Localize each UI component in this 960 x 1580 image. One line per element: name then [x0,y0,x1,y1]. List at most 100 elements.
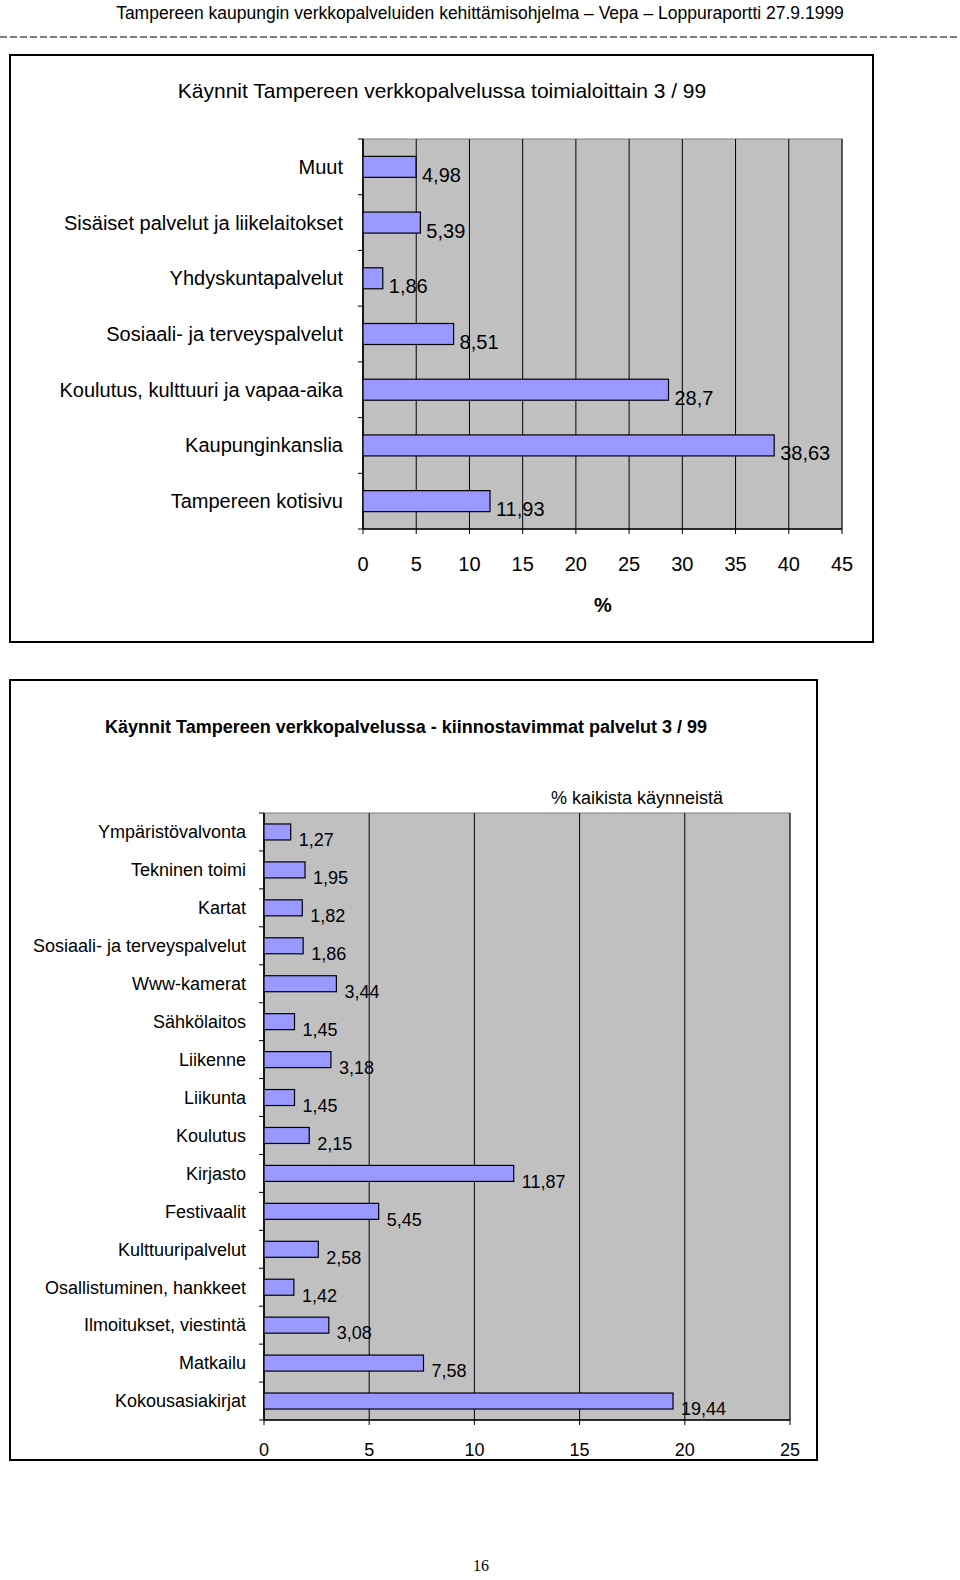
category-label: Tekninen toimi [131,860,246,880]
data-label: 3,18 [339,1058,374,1078]
data-label: 1,45 [303,1020,338,1040]
category-label: Osallistuminen, hankkeet [45,1278,246,1298]
bars [264,824,673,1409]
tick-label: 0 [357,553,368,575]
category-tick [358,194,363,195]
category-tick [259,1192,264,1193]
category-tick [358,361,363,362]
data-label: 5,45 [387,1210,422,1230]
category-label: Sosiaali- ja terveyspalvelut [106,323,343,345]
data-label: 1,45 [303,1096,338,1116]
data-label: 3,44 [344,982,379,1002]
category-label: Liikenne [179,1050,246,1070]
data-label: 1,82 [310,906,345,926]
x-axis-line [363,528,842,530]
category-label: Muut [299,156,344,178]
data-label: 1,95 [313,868,348,888]
tick-label: 25 [618,553,640,575]
grid-line [474,813,475,1420]
category-label: Kartat [198,898,246,918]
category-tick [259,1306,264,1307]
plot-area [264,813,790,1420]
bar [363,268,383,289]
bar [363,435,774,456]
grid-line [575,139,576,529]
bar [264,1014,295,1030]
grid-line [684,813,685,1420]
bar [264,1052,331,1068]
bars [363,156,774,511]
bar [264,824,291,840]
category-tick [259,1078,264,1079]
category-tick [259,813,264,814]
grid-line [788,139,789,529]
axis-label: % kaikista käynneistä [551,788,724,808]
data-label: 1,86 [311,944,346,964]
grid-line [790,813,791,1420]
tick-label: 15 [570,1440,590,1460]
category-tick [358,529,363,530]
category-tick [358,473,363,474]
bar [264,1241,318,1257]
tick-label: 20 [675,1440,695,1460]
grid-line [522,139,523,529]
data-label: 11,93 [496,498,545,520]
category-tick [259,1268,264,1269]
data-label: 1,42 [302,1286,337,1306]
x-axis-line [264,1419,790,1421]
page-number: 16 [473,1557,489,1574]
grid-line [842,139,843,529]
tick-label: 10 [458,553,480,575]
category-label: Sosiaali- ja terveyspalvelut [33,936,246,956]
category-label: Kirjasto [186,1164,246,1184]
category-label: Www-kamerat [132,974,246,994]
chart-frame [10,55,873,642]
category-label: Koulutus [176,1126,246,1146]
category-label: Ympäristövalvonta [98,822,247,842]
category-tick [259,1420,264,1421]
category-tick [259,1382,264,1383]
grid-line [579,813,580,1420]
category-tick [259,1116,264,1117]
data-label: 4,98 [422,164,461,186]
data-label: 3,08 [337,1323,372,1343]
plot-area [363,139,842,529]
data-label: 7,58 [431,1361,466,1381]
grid-line [629,139,630,529]
category-label: Kulttuuripalvelut [118,1240,246,1260]
bar [264,1090,295,1106]
tick-label: 20 [565,553,587,575]
category-tick [259,1002,264,1003]
data-label: 1,27 [299,830,334,850]
category-label: Kokousasiakirjat [115,1391,246,1411]
bar [363,212,420,233]
tick-label: 35 [724,553,746,575]
bar [264,1393,673,1409]
category-label: Liikunta [184,1088,247,1108]
chart: Käynnit Tampereen verkkopalvelussa - kii… [10,680,817,1460]
bar [264,1355,423,1371]
data-label: 19,44 [681,1399,726,1419]
data-label: 11,87 [522,1172,566,1192]
data-label: 5,39 [426,220,465,242]
category-label: Tampereen kotisivu [171,490,343,512]
data-label: 2,15 [317,1134,352,1154]
category-tick [259,888,264,889]
category-label: Koulutus, kulttuuri ja vapaa-aika [60,379,344,401]
data-label: 38,63 [780,442,830,464]
tick-label: 30 [671,553,693,575]
bar [264,862,305,878]
page: Tampereen kaupungin verkkopalveluiden ke… [0,0,960,1580]
bar [264,1317,329,1333]
tick-label: 10 [464,1440,484,1460]
category-tick [358,250,363,251]
category-label: Ilmoitukset, viestintä [84,1315,247,1335]
header-rule [0,36,960,37]
data-label: 2,58 [326,1248,361,1268]
tick-label: 15 [512,553,534,575]
tick-label: 5 [411,553,422,575]
category-tick [358,306,363,307]
chart-frame [10,680,817,1460]
category-label: Kaupunginkanslia [185,434,344,456]
category-tick [259,1344,264,1345]
